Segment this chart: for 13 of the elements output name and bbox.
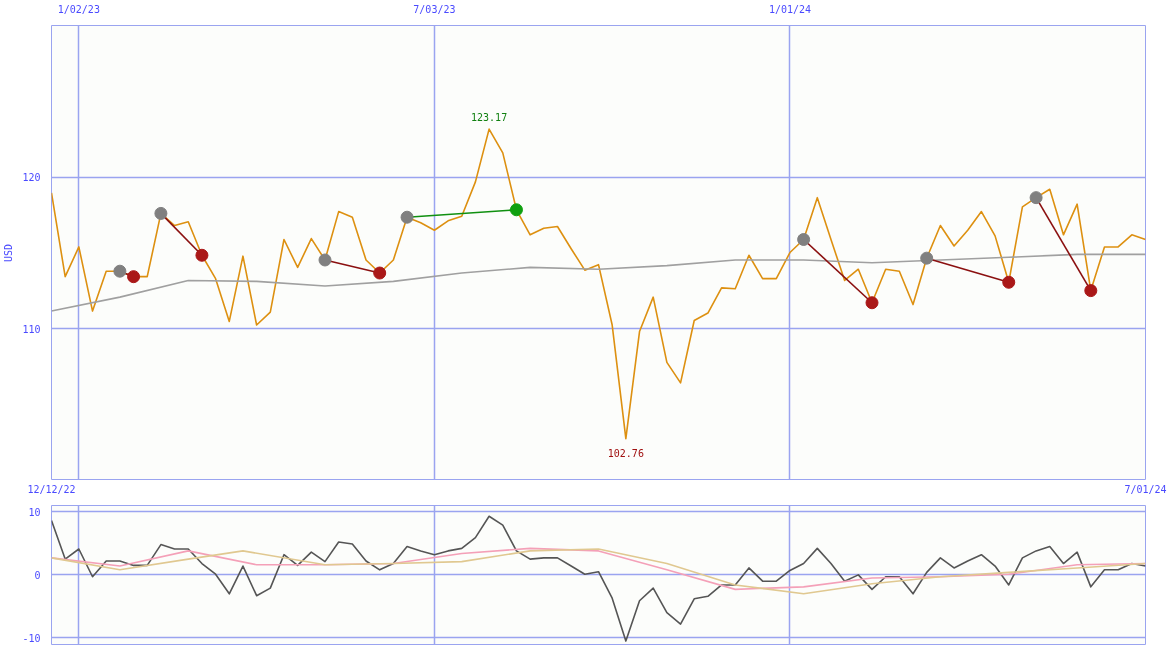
y-tick-label: 0: [34, 569, 41, 581]
y-tick-label: 110: [22, 323, 41, 335]
y-tick-label: 10: [28, 506, 41, 518]
x-tick-label: 7/01/24: [1124, 483, 1167, 495]
y-tick-label: -10: [22, 632, 41, 644]
annotation: 102.76: [607, 447, 644, 459]
y-tick-label: 120: [22, 172, 41, 184]
x-tick-label: 7/03/23: [413, 3, 456, 15]
y-axis-title: USD: [3, 243, 15, 263]
annotation: 123.17: [471, 112, 508, 124]
x-tick-label: 1/01/24: [768, 3, 812, 15]
x-tick-label: 12/12/22: [27, 483, 76, 495]
x-tick-label: 1/02/23: [57, 3, 100, 15]
